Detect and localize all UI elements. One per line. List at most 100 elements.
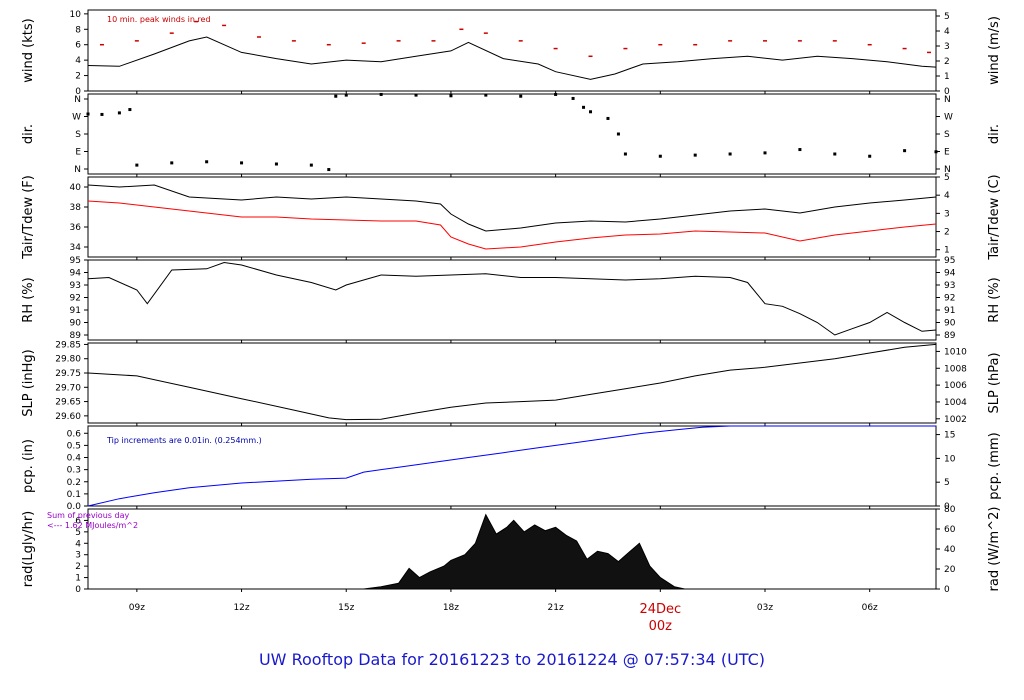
ytick-label: 92 [70, 294, 81, 304]
ytick-label-right: 15 [944, 431, 955, 441]
dir-point [868, 154, 872, 158]
wind-annotation: 10 min. peak winds in red [107, 15, 211, 24]
pcp-ylabel-right: pcp. (mm) [987, 432, 1002, 499]
xtick-label: 15z [338, 603, 354, 613]
dir-point [623, 152, 627, 156]
dir-point [833, 152, 837, 156]
panel-dir [84, 92, 940, 177]
dir-point [606, 116, 610, 120]
panel-slp [84, 342, 940, 426]
dir-point [571, 96, 575, 100]
ytick-label-right: W [944, 113, 953, 123]
ytick-label: 94 [70, 269, 82, 279]
ytick-label: 29.80 [55, 355, 81, 365]
series-tair-line [87, 184, 937, 232]
dir-ylabel: dir. [21, 124, 36, 144]
ytick-label: 4 [75, 539, 81, 549]
ytick-label: 4 [75, 56, 81, 66]
ytick-label-right: 1006 [944, 381, 967, 391]
panel-frame [87, 425, 937, 507]
wind-ylabel: wind (kts) [21, 18, 36, 82]
ytick-label-right: 1002 [944, 415, 967, 425]
ytick-label-right: 91 [944, 306, 955, 316]
slp-ylabel-right: SLP (hPa) [987, 352, 1002, 413]
ytick-label: 10 [70, 10, 82, 20]
ytick-label-right: 89 [944, 331, 956, 341]
ytick-label: 29.60 [55, 412, 81, 422]
dir-point [344, 93, 348, 97]
dir-point [128, 108, 132, 112]
dir-point [205, 160, 209, 164]
date-label: 24Dec [639, 602, 681, 617]
xtick-label: 03z [757, 603, 773, 613]
ytick-label: 93 [70, 281, 81, 291]
ytick-label: 0 [75, 585, 81, 595]
panel-temp [84, 176, 940, 260]
pcp-line [87, 425, 936, 507]
dir-point [170, 161, 174, 165]
ytick-label-right: N [944, 165, 951, 175]
dir-point [327, 168, 331, 172]
temp-ylabel-right: Tair/Tdew (C) [987, 174, 1002, 260]
xtick-label: 06z [862, 603, 878, 613]
panel-frame [87, 176, 937, 258]
dir-point [100, 112, 104, 116]
ytick-label: 95 [70, 256, 81, 266]
ytick-label-right: 5 [944, 12, 950, 22]
panel-frame [87, 9, 937, 92]
ytick-label: 91 [70, 306, 81, 316]
ytick-label-right: 20 [944, 565, 956, 575]
ytick-label-right: 93 [944, 281, 955, 291]
panel-frame [87, 342, 937, 424]
ytick-label: 29.75 [55, 369, 81, 379]
dir-point [449, 94, 453, 98]
rad-annotation-line1: Sum of previous day [47, 511, 129, 520]
ytick-label-right: 0 [944, 585, 950, 595]
panel-rad [84, 508, 940, 592]
dir-point [240, 161, 244, 165]
ytick-label-right: 3 [944, 209, 950, 219]
ytick-label-right: S [944, 130, 950, 140]
panel-pcp [84, 425, 940, 509]
ytick-label: 0.2 [67, 478, 81, 488]
dir-point [519, 94, 523, 98]
ytick-label-right: 4 [944, 191, 950, 201]
ytick-label-right: E [944, 148, 950, 158]
rad-ylabel-right: rad (W/m^2) [987, 507, 1002, 592]
ytick-label: 1 [75, 574, 81, 584]
ytick-label-right: 40 [944, 545, 956, 555]
footer-title: UW Rooftop Data for 20161223 to 20161224… [258, 650, 766, 669]
dir-point [589, 110, 593, 114]
ytick-label: 0.5 [67, 441, 81, 451]
dir-point [798, 148, 802, 152]
dir-ylabel-right: dir. [987, 124, 1002, 144]
ytick-label: S [75, 130, 81, 140]
slp-line [87, 343, 937, 421]
ytick-label: 0 [75, 87, 81, 97]
temp-ylabel: Tair/Tdew (F) [21, 175, 36, 260]
ytick-label-right: 0 [944, 502, 950, 512]
ytick-label: 40 [70, 183, 82, 193]
dir-point [616, 132, 620, 136]
ytick-label: 6 [75, 516, 81, 526]
dir-point [135, 163, 139, 167]
ytick-label: 29.70 [55, 383, 81, 393]
dir-point [414, 93, 418, 97]
ytick-label-right: 10 [944, 454, 956, 464]
ytick-label-right: 3 [944, 42, 950, 52]
panel-wind [84, 9, 940, 94]
rh-ylabel-right: RH (%) [987, 277, 1002, 322]
panel-frame [87, 259, 937, 341]
ytick-label: 29.85 [55, 340, 81, 350]
dir-point [658, 154, 662, 158]
dir-point [379, 92, 383, 96]
ytick-label-right: 60 [944, 525, 956, 535]
xtick-label: 21z [548, 603, 564, 613]
dir-point [582, 105, 586, 109]
ytick-label: 2 [75, 72, 81, 82]
dir-point [763, 151, 767, 155]
dir-point [309, 163, 313, 167]
ytick-label: 2 [75, 562, 81, 572]
ytick-label: 0.3 [67, 466, 81, 476]
ytick-label-right: 4 [944, 27, 950, 37]
